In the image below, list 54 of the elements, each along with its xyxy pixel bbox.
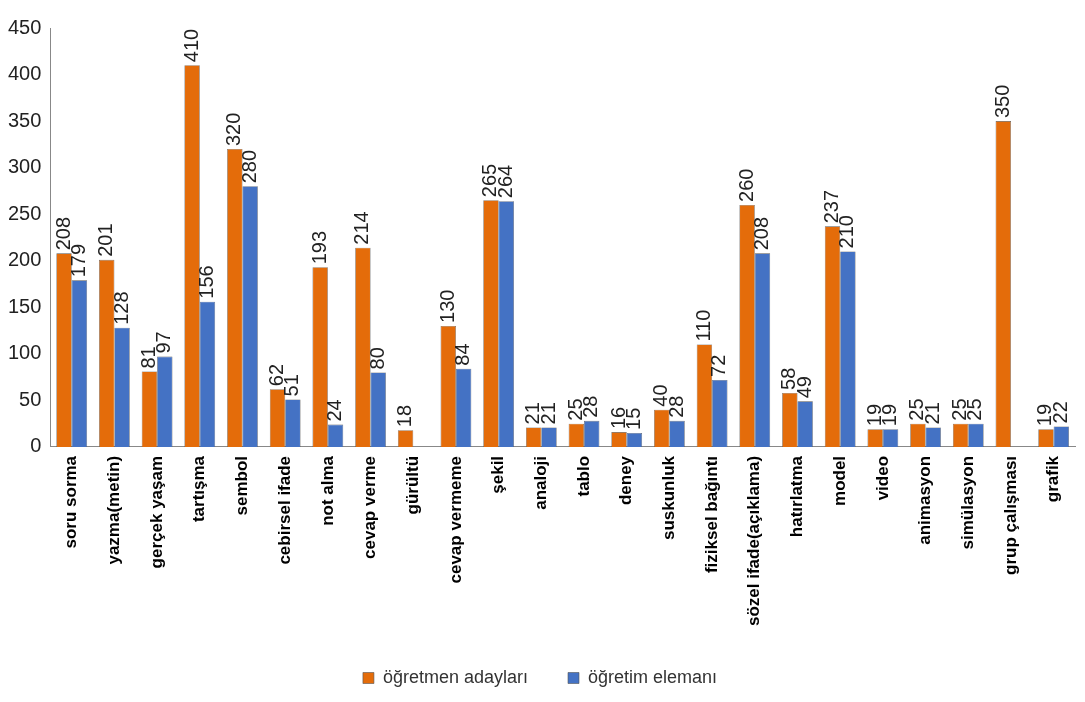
y-tick-label: 50 xyxy=(19,387,42,410)
x-tick-label: şekil xyxy=(488,455,508,494)
data-label: 24 xyxy=(323,399,346,422)
data-label: 280 xyxy=(237,149,260,184)
y-tick-label: 150 xyxy=(7,294,42,317)
y-tick-label: 200 xyxy=(7,248,42,271)
data-label: 110 xyxy=(691,309,714,342)
y-tick-label: 250 xyxy=(7,201,42,224)
data-label: 84 xyxy=(451,343,474,366)
x-tick-label: tartışma xyxy=(189,455,209,523)
y-tick-label: 300 xyxy=(7,155,42,178)
x-tick-label: gerçek yaşam xyxy=(146,455,166,569)
x-tick-label: yazma(metin) xyxy=(104,455,124,565)
data-label: 260 xyxy=(734,168,757,202)
y-tick-label: 0 xyxy=(30,434,42,457)
data-label: 201 xyxy=(94,223,117,257)
y-tick-label: 450 xyxy=(7,15,42,38)
data-label: 214 xyxy=(350,211,373,245)
data-label: 128 xyxy=(109,291,132,325)
data-label: 350 xyxy=(990,84,1013,119)
x-tick-label: not alma xyxy=(317,455,337,526)
x-tick-label: video xyxy=(872,455,892,501)
legend-label: öğretmen adayları xyxy=(382,666,529,687)
x-tick-label: soru sorma xyxy=(61,455,81,549)
data-label: 130 xyxy=(435,289,458,323)
x-tick-label: sembol xyxy=(232,455,252,516)
x-tick-label: cebirsel ifade xyxy=(274,455,294,565)
y-tick-label: 100 xyxy=(7,341,42,364)
x-tick-label: analoji xyxy=(531,455,551,510)
x-tick-label: grup çalışması xyxy=(1000,455,1020,575)
y-tick-label: 400 xyxy=(7,62,42,85)
x-tick-label: simülasyon xyxy=(957,455,977,550)
data-label: 18 xyxy=(393,404,416,428)
x-tick-label: grafik xyxy=(1043,455,1063,503)
x-tick-label: deney xyxy=(616,455,636,506)
x-tick-label: gürültü xyxy=(402,455,422,515)
data-label: 208 xyxy=(750,216,772,251)
legend-label: öğretim elemanı xyxy=(588,666,718,687)
x-tick-label: model xyxy=(829,455,849,506)
x-tick-label: fiziksel bağıntı xyxy=(701,455,721,574)
x-tick-label: cevap vermeme xyxy=(445,455,465,584)
x-tick-label: sözel ifade(açıklama) xyxy=(744,455,764,626)
data-label: 156 xyxy=(194,265,217,299)
x-tick-label: tablo xyxy=(573,455,593,497)
x-tick-label: cevap verme xyxy=(360,455,380,559)
data-label: 193 xyxy=(307,230,330,265)
x-tick-label: hatırlatma xyxy=(787,455,807,538)
x-tick-label: animasyon xyxy=(915,455,935,545)
data-label: 320 xyxy=(222,112,245,147)
data-label: 410 xyxy=(179,28,202,63)
data-label: 72 xyxy=(707,354,730,377)
x-tick-label: suskunluk xyxy=(659,455,679,541)
y-tick-label: 350 xyxy=(7,108,42,131)
data-label: 80 xyxy=(365,347,388,370)
